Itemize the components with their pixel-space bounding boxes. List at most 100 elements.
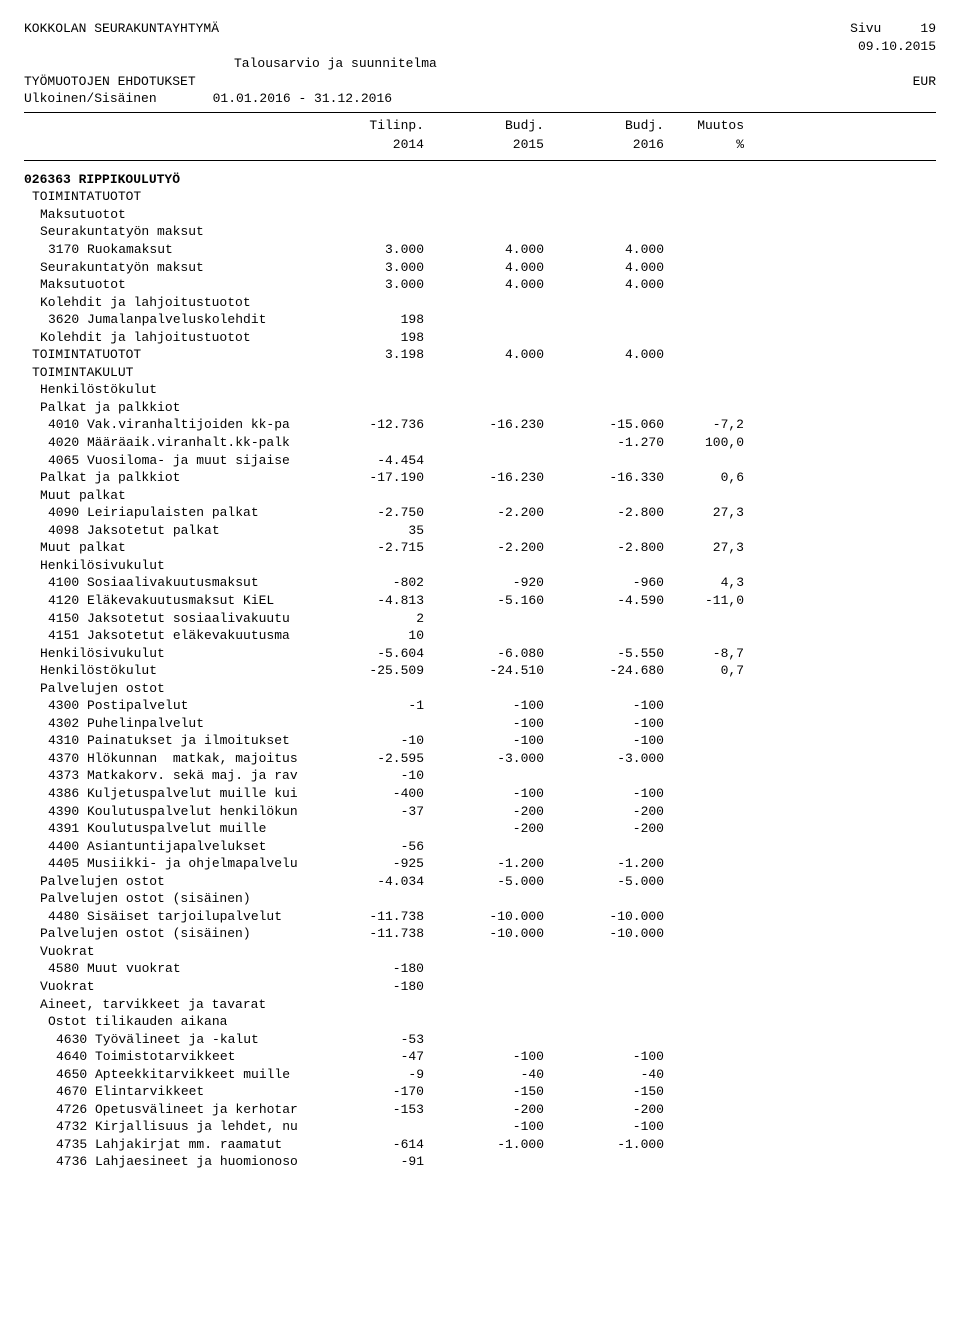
- row-value: [664, 1048, 744, 1066]
- row-value: [544, 1013, 664, 1031]
- table-row: 4010 Vak.viranhaltijoiden kk-pa-12.736-1…: [24, 416, 936, 434]
- row-value: -100: [424, 1048, 544, 1066]
- row-label: 4010 Vak.viranhaltijoiden kk-pa: [24, 416, 304, 434]
- row-value: 4.000: [544, 276, 664, 294]
- row-value: [424, 206, 544, 224]
- row-label: 4120 Eläkevakuutusmaksut KiEL: [24, 592, 304, 610]
- col-budj-2015: Budj.: [424, 117, 544, 137]
- row-value: [664, 557, 744, 575]
- row-value: -1.270: [544, 434, 664, 452]
- table-row: 4480 Sisäiset tarjoilupalvelut-11.738-10…: [24, 908, 936, 926]
- row-value: [304, 206, 424, 224]
- period: 01.01.2016 - 31.12.2016: [213, 90, 392, 108]
- row-label: 4370 Hlökunnan matkak, majoitus: [24, 750, 304, 768]
- table-row: 4650 Apteekkitarvikkeet muille-9-40-40: [24, 1066, 936, 1084]
- row-value: [544, 171, 664, 189]
- row-value: -170: [304, 1083, 424, 1101]
- table-row: 4391 Koulutuspalvelut muille-200-200: [24, 820, 936, 838]
- row-value: -2.800: [544, 504, 664, 522]
- row-value: -802: [304, 574, 424, 592]
- report-title: Talousarvio ja suunnitelma: [234, 55, 936, 73]
- row-value: -100: [424, 785, 544, 803]
- row-value: -100: [544, 697, 664, 715]
- row-value: [664, 943, 744, 961]
- row-value: -920: [424, 574, 544, 592]
- row-value: [664, 978, 744, 996]
- row-value: [424, 522, 544, 540]
- row-label: 4373 Matkakorv. sekä maj. ja rav: [24, 767, 304, 785]
- row-value: [664, 908, 744, 926]
- table-row: Palvelujen ostot (sisäinen): [24, 890, 936, 908]
- row-value: -2.595: [304, 750, 424, 768]
- row-value: -16.230: [424, 416, 544, 434]
- table-row: 4630 Työvälineet ja -kalut-53: [24, 1031, 936, 1049]
- row-value: -10.000: [424, 908, 544, 926]
- row-value: -24.510: [424, 662, 544, 680]
- row-value: [664, 610, 744, 628]
- row-value: -200: [424, 820, 544, 838]
- row-value: [664, 346, 744, 364]
- row-value: -5.604: [304, 645, 424, 663]
- row-label: TOIMINTATUOTOT: [24, 346, 304, 364]
- row-value: -4.034: [304, 873, 424, 891]
- row-value: [544, 206, 664, 224]
- row-label: 3620 Jumalanpalveluskolehdit: [24, 311, 304, 329]
- table-row: 4386 Kuljetuspalvelut muille kui-400-100…: [24, 785, 936, 803]
- table-row: 4120 Eläkevakuutusmaksut KiEL-4.813-5.16…: [24, 592, 936, 610]
- row-value: -4.813: [304, 592, 424, 610]
- row-value: [424, 996, 544, 1014]
- row-value: -16.330: [544, 469, 664, 487]
- row-value: [664, 697, 744, 715]
- budget-table: 026363 RIPPIKOULUTYÖ TOIMINTATUOTOT Maksut…: [24, 171, 936, 1171]
- row-value: 3.000: [304, 259, 424, 277]
- row-value: [664, 1066, 744, 1084]
- row-label: 026363 RIPPIKOULUTYÖ: [24, 171, 304, 189]
- table-row: Vuokrat-180: [24, 978, 936, 996]
- row-value: -16.230: [424, 469, 544, 487]
- row-value: -1.200: [544, 855, 664, 873]
- row-value: -40: [544, 1066, 664, 1084]
- row-value: [664, 399, 744, 417]
- row-value: -11,0: [664, 592, 744, 610]
- row-value: [664, 873, 744, 891]
- scope: Ulkoinen/Sisäinen: [24, 90, 157, 108]
- row-value: 4.000: [544, 259, 664, 277]
- row-label: Vuokrat: [24, 943, 304, 961]
- row-value: -180: [304, 960, 424, 978]
- row-label: 4020 Määräaik.viranhalt.kk-palk: [24, 434, 304, 452]
- row-value: [544, 943, 664, 961]
- row-value: -10.000: [544, 908, 664, 926]
- table-row: 4735 Lahjakirjat mm. raamatut-614-1.000-…: [24, 1136, 936, 1154]
- row-value: -37: [304, 803, 424, 821]
- row-value: [664, 241, 744, 259]
- row-label: Palkat ja palkkiot: [24, 469, 304, 487]
- table-row: 4098 Jaksotetut palkat35: [24, 522, 936, 540]
- table-row: 4405 Musiikki- ja ohjelmapalvelu-925-1.2…: [24, 855, 936, 873]
- table-row: 4726 Opetusvälineet ja kerhotar-153-200-…: [24, 1101, 936, 1119]
- row-value: [664, 890, 744, 908]
- row-value: -200: [424, 803, 544, 821]
- row-value: -100: [544, 785, 664, 803]
- row-value: 4.000: [424, 346, 544, 364]
- row-value: 198: [304, 311, 424, 329]
- row-label: 4150 Jaksotetut sosiaalivakuutu: [24, 610, 304, 628]
- row-value: -6.080: [424, 645, 544, 663]
- table-row: 4300 Postipalvelut-1-100-100: [24, 697, 936, 715]
- row-value: [304, 223, 424, 241]
- row-value: [304, 364, 424, 382]
- row-value: [424, 294, 544, 312]
- row-label: Palvelujen ostot: [24, 680, 304, 698]
- report-header: KOKKOLAN SEURAKUNTAYHTYMÄ Sivu 19 09.10.…: [24, 20, 936, 55]
- table-row: 4736 Lahjaesineet ja huomionoso-91: [24, 1153, 936, 1171]
- row-value: -150: [544, 1083, 664, 1101]
- report-subheader: TYÖMUOTOJEN EHDOTUKSET EUR: [24, 73, 936, 91]
- row-label: Muut palkat: [24, 539, 304, 557]
- row-value: [424, 943, 544, 961]
- table-row: 4370 Hlökunnan matkak, majoitus-2.595-3.…: [24, 750, 936, 768]
- row-label: 3170 Ruokamaksut: [24, 241, 304, 259]
- row-label: Maksutuotot: [24, 276, 304, 294]
- table-row: Muut palkat: [24, 487, 936, 505]
- row-value: -4.590: [544, 592, 664, 610]
- row-value: -400: [304, 785, 424, 803]
- row-value: -2.715: [304, 539, 424, 557]
